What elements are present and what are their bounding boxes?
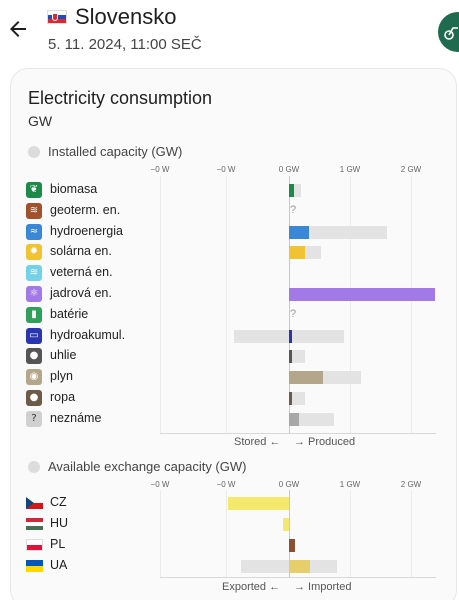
axis-tick-label: −0 W [140, 480, 180, 489]
imported-label: → Imported [294, 581, 351, 593]
oil-icon: ● [26, 390, 42, 406]
row-label: geoterm. en. [50, 203, 120, 217]
flag-ua-icon [26, 560, 43, 572]
atom-icon: ⚛ [26, 286, 42, 302]
row-label: HU [50, 516, 68, 530]
geothermal-icon: ≋ [26, 203, 42, 219]
production-bar [289, 392, 292, 405]
production-bar [289, 413, 299, 426]
production-bar [289, 330, 292, 343]
wind-icon: ≋ [26, 265, 42, 281]
production-bar [289, 350, 292, 363]
list-item: ≈ hydroenergia [26, 222, 446, 242]
bicycle-button[interactable] [438, 12, 459, 52]
exchange-capacity-toggle[interactable] [28, 461, 40, 473]
row-label: hydroakumul. [50, 328, 125, 342]
production-bar [289, 246, 305, 259]
exchange-capacity-title: Available exchange capacity (GW) [48, 459, 246, 474]
card-unit: GW [28, 113, 52, 129]
storage-capacity-bar [234, 330, 289, 343]
list-item: ▮ batérie? [26, 305, 446, 325]
row-label: CZ [50, 495, 67, 509]
leaf-icon: ❦ [26, 182, 42, 198]
row-label: neznáme [50, 411, 101, 425]
bicycle-icon [444, 22, 459, 42]
axis-tick-label: 1 GW [330, 165, 370, 174]
arrow-left-icon[interactable] [6, 17, 30, 41]
axis-tick-label: −0 W [140, 165, 180, 174]
list-item: ? neznáme [26, 409, 446, 429]
row-label: hydroenergia [50, 224, 123, 238]
row-label: solárna en. [50, 244, 112, 258]
axis-tick-label: −0 W [206, 480, 246, 489]
exchange-bar [283, 518, 289, 531]
exchange-bar [289, 560, 310, 573]
list-item: CZ [26, 493, 446, 513]
list-item: UA [26, 556, 446, 576]
axis-tick-label: 2 GW [391, 480, 431, 489]
axis-tick-label: 0 GW [269, 165, 309, 174]
list-item: ▭ hydroakumul. [26, 326, 446, 346]
top-bar: Slovensko 5. 11. 2024, 11:00 SEČ [0, 0, 459, 64]
row-label: jadrová en. [50, 286, 112, 300]
list-item: ❦ biomasa [26, 180, 446, 200]
production-bar [289, 226, 309, 239]
country-title: Slovensko [75, 4, 177, 30]
card-title: Electricity consumption [28, 88, 212, 109]
row-label: veterná en. [50, 265, 113, 279]
flag-hu-icon [26, 518, 43, 530]
installed-axis-line [160, 433, 436, 434]
axis-tick-label: 1 GW [330, 480, 370, 489]
axis-tick-label: 2 GW [391, 165, 431, 174]
question-icon: ? [26, 411, 42, 427]
exchange-bar [228, 497, 289, 510]
list-item: HU [26, 514, 446, 534]
production-bar [289, 371, 323, 384]
water-icon: ≈ [26, 224, 42, 240]
list-item: ● ropa [26, 388, 446, 408]
produced-label: → Produced [294, 436, 355, 448]
row-label: ropa [50, 390, 75, 404]
list-item: ≋ geoterm. en.? [26, 201, 446, 221]
row-label: biomasa [50, 182, 97, 196]
row-label: batérie [50, 307, 88, 321]
row-label: UA [50, 558, 67, 572]
exported-label: Exported ← [222, 581, 280, 593]
list-item: ≋ veterná en. [26, 263, 446, 283]
row-label: plyn [50, 369, 73, 383]
unknown-value: ? [290, 204, 296, 216]
exchange-bar [289, 539, 295, 552]
list-item: ● uhlie [26, 346, 446, 366]
list-item: ✹ solárna en. [26, 242, 446, 262]
list-item: PL [26, 535, 446, 555]
axis-tick-label: 0 GW [269, 480, 309, 489]
list-item: ⚛ jadrová en. [26, 284, 446, 304]
capacity-bar [289, 330, 344, 343]
coal-icon: ● [26, 348, 42, 364]
battery-icon: ▮ [26, 307, 42, 323]
row-label: uhlie [50, 348, 76, 362]
installed-capacity-title: Installed capacity (GW) [48, 144, 182, 159]
export-capacity-bar [241, 560, 289, 573]
row-label: PL [50, 537, 65, 551]
unknown-value: ? [290, 308, 296, 320]
list-item: ◉ plyn [26, 367, 446, 387]
sun-icon: ✹ [26, 244, 42, 260]
flag-pl-icon [26, 539, 43, 551]
gas-icon: ◉ [26, 369, 42, 385]
stored-label: Stored ← [234, 436, 280, 448]
production-bar [289, 184, 294, 197]
pumped-storage-icon: ▭ [26, 328, 42, 344]
datetime: 5. 11. 2024, 11:00 SEČ [48, 36, 202, 53]
production-bar [289, 288, 435, 301]
flag-sk-icon [47, 10, 67, 24]
installed-capacity-toggle[interactable] [28, 146, 40, 158]
axis-tick-label: −0 W [206, 165, 246, 174]
flag-cz-icon [26, 497, 43, 509]
exchange-axis-line [160, 577, 436, 578]
